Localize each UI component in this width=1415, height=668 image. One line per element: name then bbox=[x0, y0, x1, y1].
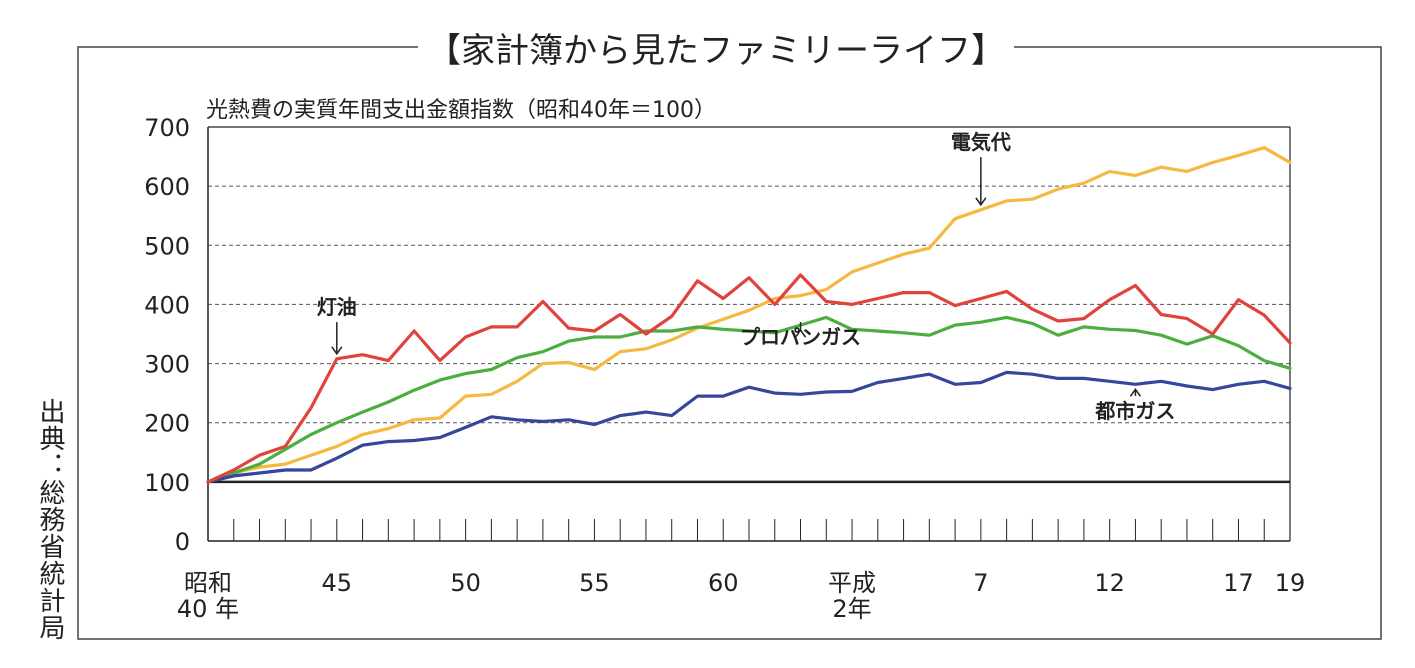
y-tick-label: 700 bbox=[144, 114, 190, 142]
series-line-3 bbox=[206, 370, 1292, 484]
x-tick-label: 55 bbox=[579, 569, 610, 597]
series-label: 都市ガス bbox=[1094, 399, 1175, 423]
annotation-arrowhead bbox=[975, 197, 987, 207]
x-tick-label: 12 bbox=[1094, 569, 1125, 597]
y-tick-label: 300 bbox=[144, 351, 190, 379]
x-tick-label: 昭和 bbox=[184, 569, 232, 597]
annotation-arrowhead bbox=[794, 328, 807, 338]
x-tick-label: 7 bbox=[973, 569, 988, 597]
y-tick-label: 400 bbox=[144, 291, 190, 319]
x-tick-label: 50 bbox=[450, 569, 481, 597]
y-tick-label: 600 bbox=[144, 173, 190, 201]
x-tick-label: 17 bbox=[1223, 569, 1254, 597]
series-label: 電気代 bbox=[951, 130, 1011, 154]
x-tick-label: 19 bbox=[1275, 569, 1306, 597]
x-tick-label: 40 年 bbox=[177, 595, 239, 623]
x-tick-label: 2年 bbox=[832, 595, 871, 623]
series-line-1 bbox=[206, 273, 1292, 484]
annotation-arrowhead bbox=[331, 346, 343, 356]
source-label: 出典：総務省統計局 bbox=[35, 398, 65, 641]
y-tick-label: 0 bbox=[175, 528, 190, 556]
x-tick-label: 45 bbox=[322, 569, 353, 597]
x-tick-label: 60 bbox=[708, 569, 739, 597]
y-tick-label: 100 bbox=[144, 469, 190, 497]
series-label: 灯油 bbox=[317, 295, 357, 319]
annotation-arrowhead bbox=[1129, 387, 1142, 397]
series-line-0 bbox=[206, 146, 1292, 484]
chart-title: 光熱費の実質年間支出金額指数（昭和40年＝100） bbox=[206, 98, 716, 123]
x-tick-label: 平成 bbox=[828, 569, 876, 597]
series-line-2 bbox=[206, 315, 1292, 484]
y-tick-label: 500 bbox=[144, 232, 190, 260]
frame-title: 【家計簿から見たファミリーライフ】 bbox=[418, 22, 1014, 72]
y-tick-label: 200 bbox=[144, 410, 190, 438]
plot-area: 0 100 200 300 400 500 600 700 昭和40 年 45 50 55 60 平成2年… bbox=[144, 114, 1305, 623]
series-label: プロパンガス bbox=[740, 325, 861, 349]
